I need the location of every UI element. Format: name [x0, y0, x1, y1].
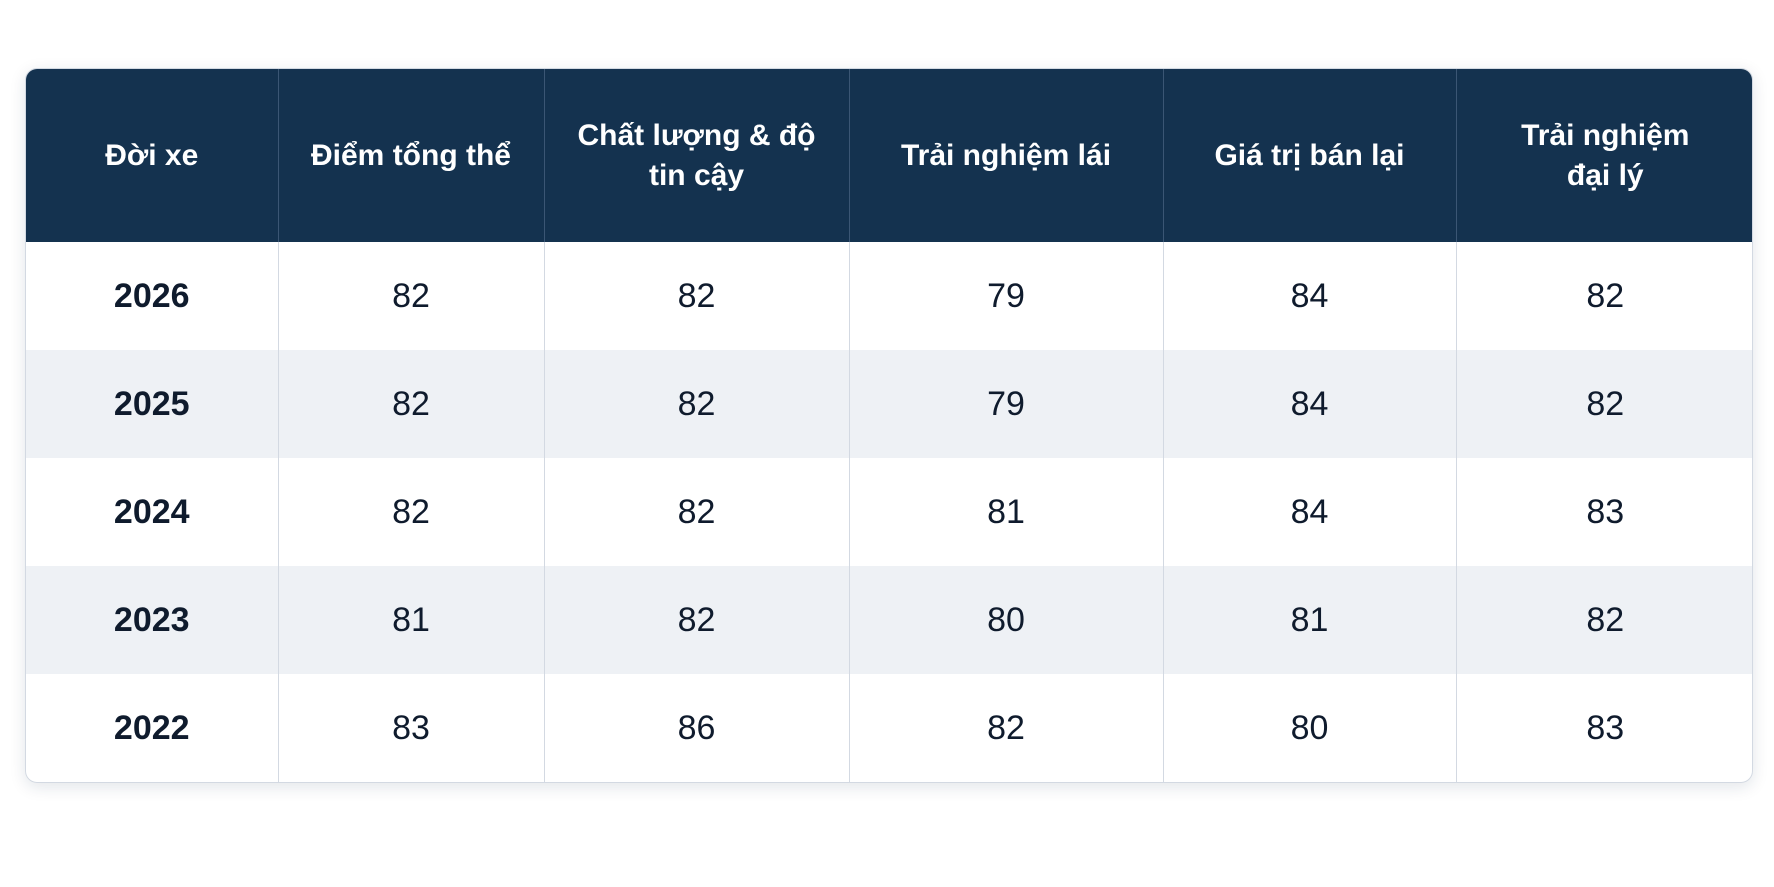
year-cell: 2024: [26, 458, 279, 566]
score-cell: 83: [1586, 492, 1625, 531]
column-header: Đời xe: [26, 69, 279, 242]
score-cell: 82: [1586, 276, 1625, 315]
table-row: 2023 81 82 80 81 82: [26, 566, 1752, 674]
column-header: Trải nghiệm lái: [849, 69, 1164, 242]
score-cell: 80: [849, 566, 1164, 674]
year-cell: 2023: [26, 566, 279, 674]
score-cell: 82: [849, 674, 1164, 782]
column-header: Giá trị bán lại: [1163, 69, 1457, 242]
score-cell: 82: [544, 458, 850, 566]
table-row: 2024 82 82 81 84 83: [26, 458, 1752, 566]
header-row: Đời xe Điểm tổng thể Chất lượng & độ tin c…: [26, 69, 1752, 242]
score-cell: 82: [1456, 566, 1752, 674]
score-cell: 84: [1163, 458, 1457, 566]
rating-table: Đời xe Điểm tổng thể Chất lượng & độ tin c…: [26, 69, 1752, 782]
year-cell: 2022: [26, 674, 279, 782]
score-cell: 82: [278, 242, 545, 350]
score-cell: 79: [849, 350, 1164, 458]
score-cell: 82: [544, 566, 850, 674]
score-cell: 82: [544, 242, 850, 350]
table-body: 2026 82 82 79 84 82 2025 82 82 79 84 82 2024 82 82 81 84…: [26, 242, 1752, 782]
score-cell: 80: [1163, 674, 1457, 782]
table-row: 2025 82 82 79 84 82: [26, 350, 1752, 458]
score-cell: 82: [544, 350, 850, 458]
score-cell: 81: [1163, 566, 1457, 674]
score-cell: 82: [278, 350, 545, 458]
table-row: 2026 82 82 79 84 82: [26, 242, 1752, 350]
score-cell: 84: [1163, 350, 1457, 458]
score-cell: 86: [544, 674, 850, 782]
score-cell: 82: [1456, 350, 1752, 458]
score-cell: 81: [278, 566, 545, 674]
score-cell: 81: [849, 458, 1164, 566]
column-header: Chất lượng & độ tin cậy: [544, 69, 850, 242]
score-cell: 83: [1586, 708, 1625, 747]
column-header: Điểm tổng thể: [278, 69, 545, 242]
score-cell: 83: [278, 674, 545, 782]
table-row: 2022 83 86 82 80 83: [26, 674, 1752, 782]
column-header: Trải nghiệm đại lý: [1456, 69, 1752, 242]
score-cell: 79: [849, 242, 1164, 350]
year-cell: 2025: [26, 350, 279, 458]
table-card: Đời xe Điểm tổng thể Chất lượng & độ tin c…: [25, 68, 1753, 783]
score-cell: 82: [278, 458, 545, 566]
score-cell: 84: [1163, 242, 1457, 350]
year-cell: 2026: [26, 242, 279, 350]
